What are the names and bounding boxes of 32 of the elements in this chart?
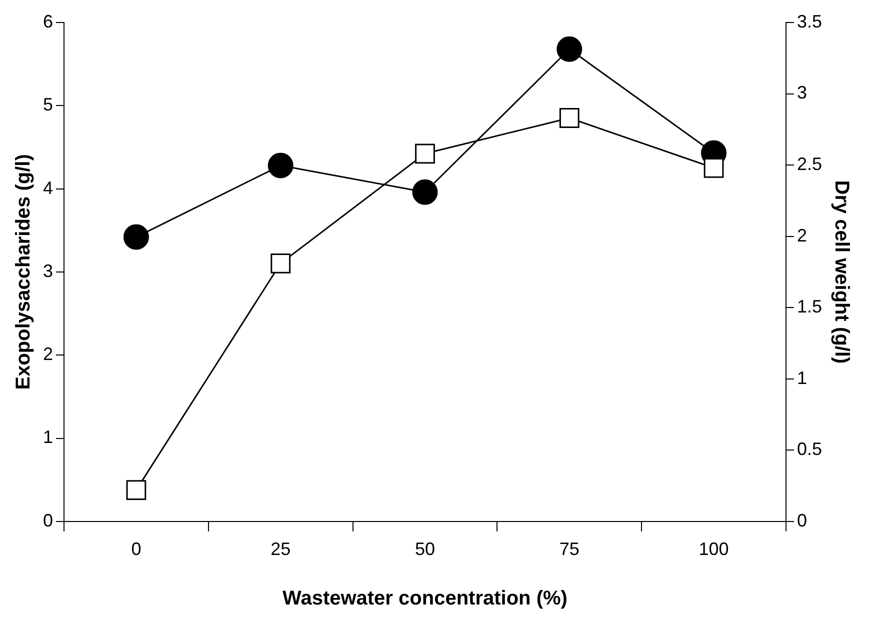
- point: [126, 480, 146, 500]
- y-tick-label: 4: [42, 178, 54, 198]
- x-tick-label: 25: [270, 539, 291, 560]
- y2-tick-label: 1.5: [796, 296, 822, 317]
- y2-tick-label: 3.5: [796, 11, 822, 32]
- x-axis-title: Wastewater concentration (%): [282, 588, 568, 610]
- y-tick-label: 5: [42, 94, 54, 115]
- y-tick-label: 6: [42, 11, 54, 32]
- y2-tick-label: 2.5: [796, 154, 822, 174]
- y2-tick-label: 0.5: [796, 439, 822, 460]
- y2-axis-title: Dry cell weight (g/l): [830, 180, 852, 364]
- point: [268, 152, 294, 178]
- y2-tick-label: 1: [796, 368, 807, 388]
- y-tick-label: 3: [42, 260, 54, 281]
- y2-tick-label: 3: [796, 82, 807, 103]
- point: [270, 253, 291, 274]
- x-tick-label: 50: [414, 539, 436, 560]
- y-tick-label: 0: [42, 510, 54, 530]
- y2-tick-label: 0: [796, 510, 807, 530]
- point: [556, 36, 582, 62]
- y2-tick-label: 2: [796, 225, 807, 246]
- point: [704, 158, 724, 178]
- y-tick-label: 2: [42, 344, 54, 364]
- y-axis-title: Exopolysaccharides (g/l): [12, 154, 35, 390]
- y-tick-label: 1: [42, 427, 54, 448]
- x-tick-label: 100: [698, 539, 729, 560]
- point: [415, 144, 435, 164]
- x-tick-label: 75: [559, 539, 580, 560]
- x-tick-label: 0: [131, 539, 142, 560]
- point: [412, 179, 438, 205]
- point: [559, 108, 580, 128]
- point: [123, 224, 149, 250]
